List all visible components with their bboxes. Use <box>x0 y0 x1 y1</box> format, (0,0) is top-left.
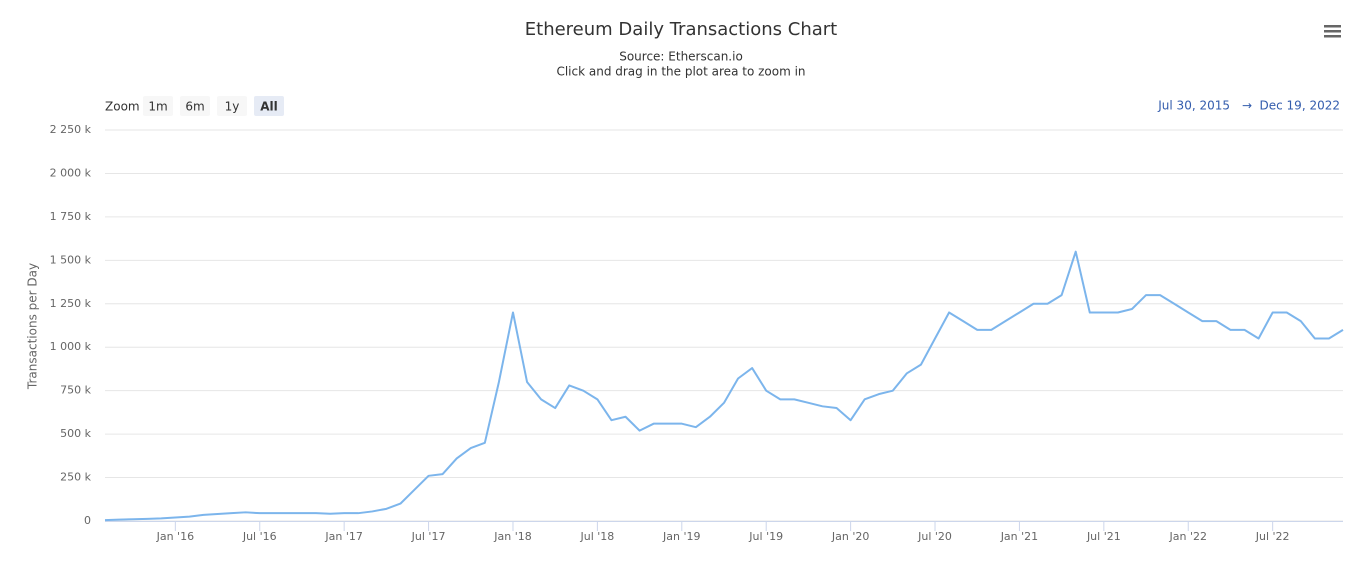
menu-bar <box>1324 30 1341 33</box>
x-tick-label: Jan '19 <box>662 530 700 543</box>
zoom-label: Zoom <box>105 100 140 114</box>
x-tick-label: Jul '16 <box>242 530 277 543</box>
chart-subtitle: Source: Etherscan.io <box>619 50 743 64</box>
zoom-button-bg <box>143 96 173 116</box>
x-tick-label: Jan '21 <box>1000 530 1038 543</box>
zoom-button-label: 1y <box>225 100 240 114</box>
range-to[interactable]: Dec 19, 2022 <box>1260 99 1340 113</box>
zoom-button-label: 1m <box>148 100 167 114</box>
y-tick-label: 750 k <box>60 384 91 397</box>
chart-caption: Click and drag in the plot area to zoom … <box>556 65 805 79</box>
menu-bar <box>1324 35 1341 38</box>
range-from[interactable]: Jul 30, 2015 <box>1157 99 1230 113</box>
zoom-button-label: 6m <box>185 100 204 114</box>
data-line <box>104 250 1344 522</box>
y-tick-label: 0 <box>84 514 91 527</box>
range-arrow: → <box>1242 99 1252 113</box>
x-tick-label: Jul '19 <box>748 530 783 543</box>
y-axis-label: Transactions per Day <box>26 263 40 390</box>
zoom-button[interactable]: 1m <box>143 96 173 116</box>
x-tick-label: Jul '21 <box>1086 530 1121 543</box>
x-tick-label: Jul '17 <box>411 530 446 543</box>
zoom-button-bg <box>254 96 284 116</box>
x-tick-label: Jan '20 <box>831 530 869 543</box>
y-tick-label: 2 000 k <box>50 166 92 179</box>
y-tick-label: 1 250 k <box>50 297 92 310</box>
chart-title: Ethereum Daily Transactions Chart <box>525 19 837 40</box>
menu-bar <box>1324 25 1341 28</box>
x-tick-label: Jan '16 <box>156 530 194 543</box>
y-tick-label: 250 k <box>60 471 91 484</box>
x-tick-label: Jan '17 <box>324 530 362 543</box>
y-tick-label: 500 k <box>60 427 91 440</box>
y-tick-label: 1 000 k <box>50 340 92 353</box>
x-tick-label: Jul '18 <box>579 530 614 543</box>
zoom-button[interactable]: 1y <box>217 96 247 116</box>
x-tick-label: Jul '22 <box>1255 530 1290 543</box>
x-tick-label: Jan '18 <box>493 530 531 543</box>
zoom-button-label: All <box>260 100 278 114</box>
x-tick-label: Jan '22 <box>1169 530 1207 543</box>
zoom-button[interactable]: All <box>254 96 284 116</box>
y-tick-label: 1 500 k <box>50 253 92 266</box>
y-tick-label: 1 750 k <box>50 210 92 223</box>
menu-icon[interactable] <box>1324 25 1341 38</box>
zoom-button-bg <box>180 96 210 116</box>
zoom-button[interactable]: 6m <box>180 96 210 116</box>
y-tick-label: 2 250 k <box>50 123 92 136</box>
x-tick-label: Jul '20 <box>917 530 952 543</box>
zoom-button-bg <box>217 96 247 116</box>
